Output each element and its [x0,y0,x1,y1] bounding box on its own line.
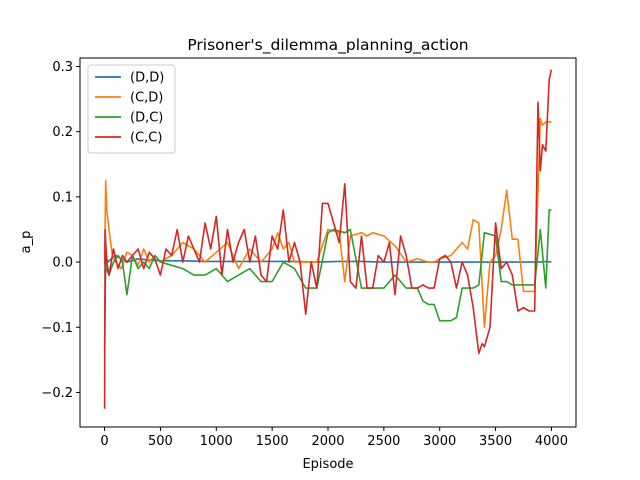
legend-box [87,64,176,154]
y-tick-label-0: −0.2 [41,386,73,401]
legend-label-1: (C,D) [130,91,163,106]
y-tick-label-5: 0.3 [52,60,73,75]
x-axis: 0 500 1000 1500 2000 2500 3000 3500 4000 [100,427,568,449]
legend-label-2: (D,C) [130,111,163,126]
x-tick-label-6: 3000 [423,434,456,449]
x-axis-label: Episode [302,457,353,472]
y-tick-label-4: 0.2 [52,125,73,140]
x-tick-label-8: 4000 [535,434,568,449]
x-tick-label-3: 1500 [256,434,289,449]
y-axis-label: a_p [19,231,34,254]
y-tick-label-2: 0.0 [52,256,73,271]
x-tick-label-5: 2500 [367,434,400,449]
x-tick-label-2: 1000 [200,434,233,449]
plot-area [103,69,553,409]
chart-title: Prisoner's_dilemma_planning_action [187,36,468,55]
legend-label-3: (C,C) [130,131,162,146]
x-tick-label-4: 2000 [311,434,344,449]
x-tick-label-1: 500 [148,434,173,449]
y-axis: −0.2 −0.1 0.0 0.1 0.2 0.3 [41,60,80,401]
y-tick-label-1: −0.1 [41,321,73,336]
legend: (D,D) (C,D) (D,C) (C,C) [87,64,176,154]
series-line-3 [103,69,553,409]
legend-label-0: (D,D) [130,71,164,86]
x-tick-label-7: 3500 [479,434,512,449]
series-line-2 [103,209,552,322]
y-tick-label-3: 0.1 [52,190,73,205]
x-tick-label-0: 0 [100,434,108,449]
